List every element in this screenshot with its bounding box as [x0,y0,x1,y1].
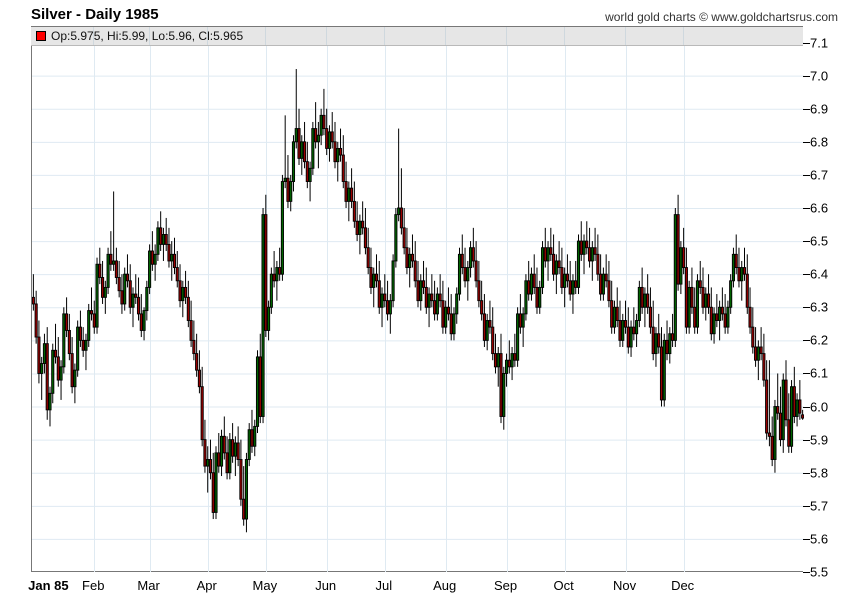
y-axis-label: 5.6 [810,531,829,547]
y-axis-label: 6.5 [810,233,829,249]
legend-separator [625,27,626,45]
legend-ohlc-readout: Op:5.975, Hi:5.99, Lo:5.96, Cl:5.965 [51,29,244,43]
legend-separator [683,27,684,45]
x-axis-label: Jan 85 [28,578,69,593]
legend-separator [384,27,385,45]
x-axis-label: Dec [671,578,695,593]
legend-separator [149,27,150,45]
watermark-credit: world gold charts © www.goldchartsrus.co… [605,10,838,24]
x-axis-label: Sep [493,578,518,593]
x-axis-label: Jun [315,578,337,593]
y-axis-tick [803,505,810,507]
y-axis-label: 6.1 [810,365,829,381]
y-axis-tick [803,439,810,441]
legend-separator [93,27,94,45]
chart-gridlines [32,26,804,572]
y-axis-label: 6.0 [810,399,829,415]
legend-color-swatch [36,31,46,41]
y-axis-label: 5.7 [810,498,829,514]
y-axis-label: 6.4 [810,266,829,282]
candlestick-series [32,69,804,533]
x-axis-label: Jul [375,578,393,593]
y-axis-tick [803,208,810,209]
y-axis-label: 6.9 [810,101,829,117]
y-axis-tick [803,538,810,540]
legend-separator [506,27,507,45]
y-axis-tick [803,141,810,143]
legend-strip [31,26,803,46]
legend-separator [207,27,208,45]
x-axis-label: Oct [553,578,574,593]
legend-separator [564,27,565,45]
y-axis-label: 6.6 [810,200,829,216]
page-title: Silver - Daily 1985 [31,6,159,23]
y-axis-label: 7.1 [810,35,829,51]
y-axis-label: 6.2 [810,332,829,348]
x-axis-label: May [252,578,278,593]
x-axis-label: Nov [612,578,637,593]
y-axis-label: 6.7 [810,167,829,183]
y-axis-label: 5.9 [810,432,829,448]
plot-area [31,26,804,572]
legend-separator [326,27,327,45]
y-axis-label: 6.3 [810,299,829,315]
y-axis-label: 6.8 [810,134,829,150]
y-axis-tick [803,307,810,309]
x-axis-label: Mar [137,578,160,593]
y-axis-tick [803,108,810,110]
legend-separator [265,27,266,45]
y-axis-tick [803,75,810,77]
y-axis-label: 7.0 [810,68,829,84]
y-axis-label: 5.5 [810,564,829,580]
y-axis-tick [803,340,810,342]
y-axis-tick [803,406,810,408]
x-axis-label: Aug [433,578,457,593]
x-axis-label: Apr [196,578,217,593]
y-axis-tick [803,42,810,44]
legend-separator [445,27,446,45]
y-axis-tick [803,274,810,276]
x-axis-label: Feb [82,578,105,593]
legend-entry[interactable]: Op:5.975, Hi:5.99, Lo:5.96, Cl:5.965 [31,26,243,46]
y-axis-tick [803,572,810,573]
y-axis-label: 5.8 [810,465,829,481]
y-axis-tick [803,241,810,243]
y-axis-tick [803,174,810,176]
y-axis-tick [803,472,810,474]
y-axis-tick [803,373,810,375]
